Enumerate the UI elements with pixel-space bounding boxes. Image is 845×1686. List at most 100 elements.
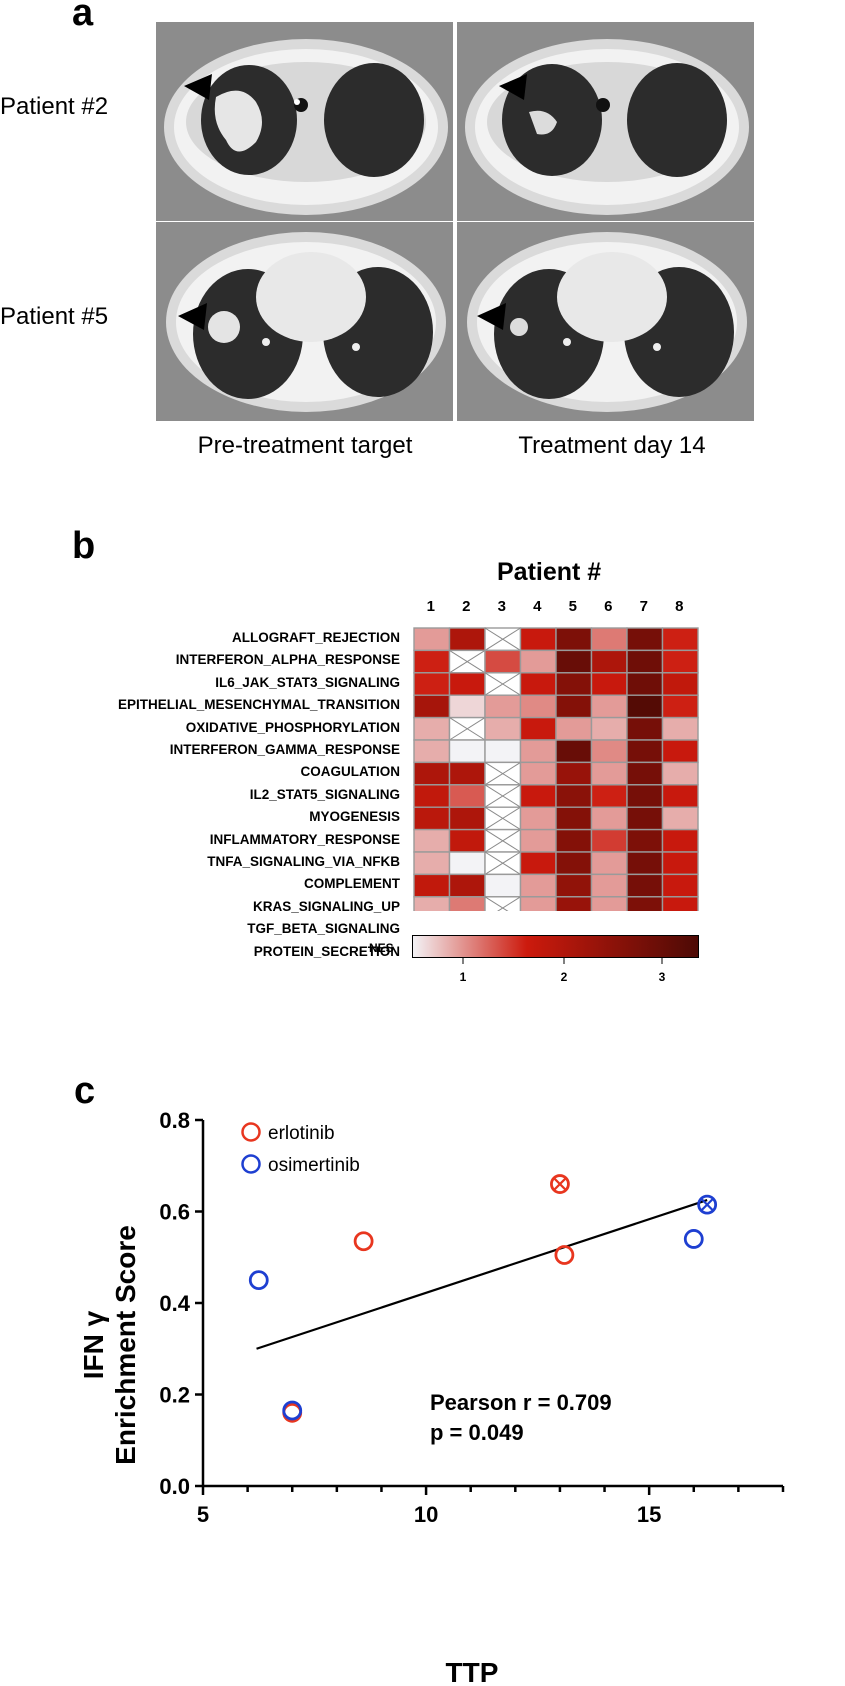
y-tick-label: 0.8	[159, 1108, 190, 1133]
legend-label-osimertinib: osimertinib	[268, 1155, 360, 1176]
heatmap-cell	[626, 716, 664, 741]
scatter-point-osimertinib	[282, 1400, 303, 1421]
heatmap-cell	[590, 672, 628, 696]
heatmap-cell	[661, 761, 699, 786]
heatmap-cell	[661, 784, 699, 808]
heatmap-cell	[590, 694, 628, 719]
scatter-point-osimertinib	[683, 1229, 704, 1249]
heatmap-row-label: PROTEIN_SECRETION	[253, 943, 400, 959]
heatmap-cell	[590, 716, 628, 741]
heatmap-column-label: 7	[639, 598, 648, 615]
heatmap-cell	[519, 806, 557, 831]
heatmap-cell-cross	[497, 896, 521, 911]
heatmap-cell	[519, 896, 557, 911]
panel-b-letter: b	[72, 525, 96, 567]
heatmap-cell	[555, 716, 593, 741]
colorbar-tick-label: 1	[459, 970, 467, 984]
heatmap-cell	[519, 851, 557, 876]
legend-marker-osimertinib	[241, 1154, 261, 1174]
heatmap-cell	[519, 649, 557, 674]
ct-image-patient2-day14	[457, 22, 754, 221]
heatmap-column-label: 2	[462, 598, 471, 615]
panel-a-letter: a	[72, 0, 94, 34]
heatmap-cell	[626, 694, 664, 719]
heatmap-cell	[626, 784, 664, 808]
heatmap-cell-cross	[484, 806, 521, 831]
heatmap-cell	[519, 784, 557, 808]
heatmap-cell	[519, 672, 557, 696]
heatmap-cell	[519, 694, 557, 719]
heatmap-cell	[413, 873, 451, 898]
heatmap-cell	[661, 672, 699, 696]
heatmap-cell	[590, 761, 628, 786]
heatmap-column-label: 3	[497, 598, 506, 615]
heatmap-cell	[448, 873, 486, 898]
heatmap-cell	[661, 694, 699, 719]
heatmap-row-label: IL6_JAK_STAT3_SIGNALING	[215, 674, 400, 690]
heatmap-column-label: 1	[426, 598, 435, 615]
heatmap-cell	[555, 649, 593, 674]
heatmap-cell	[626, 851, 664, 876]
heatmap-cell	[555, 828, 593, 853]
heatmap-cell	[555, 806, 593, 831]
heatmap-row-label: INFLAMMATORY_RESPONSE	[209, 831, 400, 847]
colorbar-tick-label: 3	[658, 970, 666, 984]
heatmap-cell	[519, 739, 557, 764]
heatmap-cell	[626, 828, 664, 853]
ct-image-patient2-pre	[156, 22, 453, 221]
column-label-pretreatment: Pre-treatment target	[197, 432, 413, 459]
heatmap-cell	[626, 761, 664, 786]
heatmap-cell	[555, 739, 593, 764]
colorbar-gradient	[412, 935, 699, 958]
heatmap-row-label: INTERFERON_ALPHA_RESPONSE	[175, 652, 400, 668]
heatmap-cell	[661, 627, 699, 652]
y-tick-label: 0.6	[159, 1200, 190, 1225]
scatter-plot: IFN γ Enrichment Score TTP 0.0 0.2 0.4 0.6 0…	[78, 1108, 785, 1686]
heatmap-cell	[555, 896, 593, 911]
heatmap-cell	[413, 672, 451, 696]
scatter-point-erlotinib	[554, 1245, 575, 1265]
ct-image-patient5-day14	[457, 222, 754, 421]
heatmap-cell	[590, 873, 628, 898]
heatmap-title: Patient #	[497, 558, 602, 586]
heatmap-row-label: MYOGENESIS	[309, 809, 400, 825]
heatmap-cell	[590, 828, 628, 853]
legend-label-erlotinib: erlotinib	[268, 1123, 335, 1144]
y-tick-label: 0.2	[159, 1383, 190, 1408]
heatmap-cell	[413, 761, 451, 786]
scatter-point-erlotinib	[550, 1174, 570, 1194]
y-tick-label: 0.0	[159, 1474, 190, 1499]
heatmap-grid	[413, 627, 699, 911]
heatmap-column-label: 4	[533, 598, 542, 615]
x-tick-label: 15	[637, 1502, 661, 1527]
heatmap-cell	[555, 873, 593, 898]
heatmap-cell	[590, 739, 628, 764]
y-tick-label: 0.4	[159, 1291, 190, 1316]
heatmap-column-label: 5	[568, 598, 577, 615]
heatmap-cell	[590, 896, 628, 911]
heatmap-cell	[626, 896, 664, 911]
heatmap-cell	[448, 761, 486, 786]
heatmap-cell	[448, 784, 486, 808]
heatmap-cell	[484, 649, 522, 674]
heatmap-cell	[661, 873, 699, 898]
heatmap-cell	[413, 784, 451, 808]
heatmap-cell	[413, 806, 451, 831]
heatmap-cell	[413, 851, 451, 876]
heatmap-cell	[626, 806, 664, 831]
heatmap-row-label: IL2_STAT5_SIGNALING	[249, 786, 400, 802]
heatmap-cell	[448, 896, 486, 911]
heatmap-cell	[661, 649, 699, 674]
heatmap-cell	[519, 761, 557, 786]
heatmap-cell-cross	[484, 851, 521, 875]
heatmap-cell-cross	[484, 627, 521, 651]
heatmap-cell	[448, 627, 486, 652]
heatmap-cell	[626, 873, 664, 898]
x-tick-label: 5	[197, 1502, 209, 1527]
scatter-point-osimertinib	[248, 1270, 269, 1291]
regression-line	[256, 1199, 708, 1350]
row-label-patient-2: Patient #2	[0, 93, 109, 120]
heatmap-cell	[590, 649, 628, 674]
heatmap-cell	[555, 761, 593, 786]
ct-image-patient5-pre	[156, 222, 453, 421]
